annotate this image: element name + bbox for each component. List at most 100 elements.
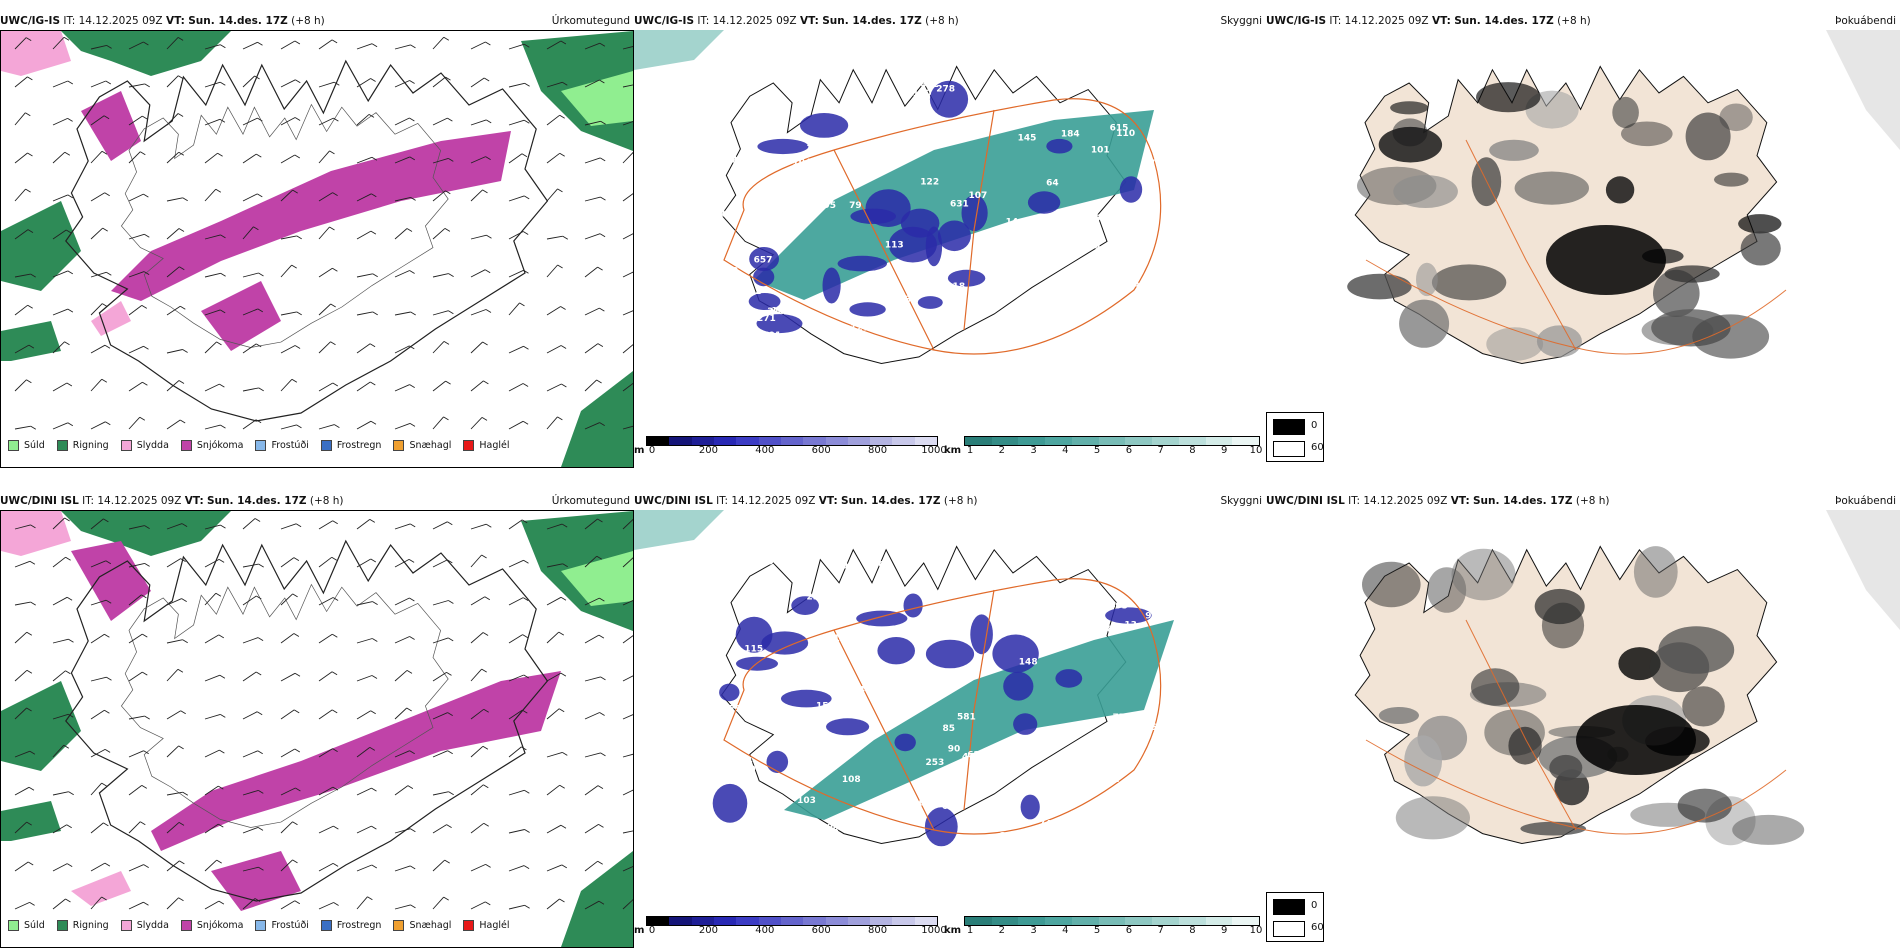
- colorbar-tick: 6: [1125, 925, 1133, 936]
- legend-swatch: [56, 920, 68, 931]
- panel-header: UWC/DINI ISL IT: 14.12.2025 09Z VT: Sun.…: [1266, 495, 1610, 507]
- panel-header: UWC/IG-IS IT: 14.12.2025 09Z VT: Sun. 14…: [1266, 15, 1591, 27]
- cloud-base-label: 115: [744, 644, 763, 654]
- precip-map[interactable]: [0, 30, 634, 468]
- legend-item: Rigning: [56, 440, 109, 451]
- cloud-base-label: 1020: [1123, 780, 1148, 790]
- legend-swatch: [8, 920, 19, 931]
- cloud-base-label: 13: [726, 267, 739, 277]
- fog-legend-label: 0: [1311, 420, 1318, 431]
- fog-legend: 0 60: [1266, 892, 1324, 942]
- cloud-base-label: 127: [850, 324, 869, 334]
- cloud-base-label: 317: [767, 307, 786, 317]
- cloud-base-label: 118: [946, 282, 965, 292]
- cloud-base-label: 253: [926, 758, 945, 768]
- legend-label: Slydda: [136, 920, 169, 931]
- cloud-base-label: 85: [943, 724, 956, 734]
- legend-item: Frostúði: [255, 440, 309, 451]
- cloud-base-label: 23: [1000, 831, 1013, 841]
- cloudbase-colorbar: m 0 200 400 600 800 1000: [634, 436, 947, 458]
- cloud-base-label: 104: [906, 132, 925, 142]
- colorbar-tick: 8: [1189, 925, 1196, 936]
- colorbar-tick: 400: [755, 925, 775, 936]
- cloud-base-label: 42: [886, 157, 899, 167]
- legend-swatch: [120, 920, 132, 931]
- visibility-colorbar: km 1 2 3 4 5 6 7 8 9 10: [944, 436, 1264, 458]
- fog-map[interactable]: [1266, 510, 1900, 910]
- cloud-base-label: 146: [813, 644, 832, 654]
- visibility-unit: km: [944, 445, 962, 456]
- colorbar-tick: 3: [1030, 925, 1037, 936]
- visibility-map[interactable]: 95 101 107 94 92 126 79 108 145 88 186 122 278 631 271…: [634, 30, 1266, 430]
- cloud-base-label: 322: [1101, 775, 1120, 785]
- cloudbase-unit: m: [634, 445, 645, 456]
- panel-title: Skyggni: [1220, 15, 1263, 27]
- visibility-map[interactable]: 132 123 108 77 90 74 92 39 320 134 300 874 338 322 148…: [634, 510, 1266, 910]
- cloud-base-label: 356: [793, 749, 812, 759]
- cloud-base-label: 145: [1018, 133, 1037, 143]
- cloud-base-label: 134: [734, 756, 753, 766]
- cloud-base-label: 782: [1083, 817, 1102, 827]
- fog-legend-swatch: [1273, 899, 1305, 915]
- cloud-base-label: 113: [885, 241, 904, 251]
- cloud-base-label: 103: [797, 796, 816, 806]
- colorbar-tick: 8: [1189, 445, 1196, 456]
- colorbar-tick: 6: [1125, 445, 1133, 456]
- cloud-base-label: 62: [967, 751, 980, 761]
- cloud-base-label: 55: [823, 138, 836, 148]
- precip-map[interactable]: [0, 510, 634, 948]
- fog-panel-bottom: UWC/DINI ISL IT: 14.12.2025 09Z VT: Sun.…: [1266, 492, 1900, 948]
- cloud-base-label: 107: [836, 562, 855, 572]
- colorbar-tick: 2: [998, 445, 1005, 456]
- colorbar-tick: 1: [966, 445, 974, 456]
- cloud-base-label: 495: [1109, 601, 1128, 611]
- cloud-base-label: 615: [1110, 124, 1129, 134]
- cloud-base-label: 125: [758, 341, 777, 351]
- legend-swatch: [393, 440, 405, 451]
- cloud-base-label: 169: [806, 139, 825, 149]
- precip-legend: Súld Rigning Slydda Snjókoma Frostúði Frostre…: [8, 440, 522, 451]
- legend-item: Frostúði: [255, 920, 309, 931]
- cloud-base-label: 105: [970, 101, 989, 111]
- cloud-base-label: 110: [1116, 129, 1135, 139]
- cloud-base-label: 113: [1028, 598, 1047, 608]
- cloud-base-label: 162: [1059, 729, 1078, 739]
- cloud-base-label: 95: [1088, 214, 1101, 224]
- colorbar-tick: 10: [1249, 445, 1263, 456]
- cloud-base-label: 15: [1088, 242, 1101, 252]
- cloud-base-label: 94: [726, 302, 739, 312]
- legend-item: Súld: [8, 440, 45, 451]
- colorbar-tick: 0: [648, 445, 656, 456]
- cloud-base-label: 101: [1091, 146, 1110, 156]
- cloud-base-label: 88: [724, 284, 737, 294]
- cloud-base-label: 612: [920, 80, 939, 90]
- colorbar-tick: 9: [1221, 445, 1228, 456]
- fog-legend: 0 60: [1266, 412, 1324, 462]
- colorbar-tick: 10: [1249, 925, 1263, 936]
- cloud-base-label: 95: [824, 201, 837, 211]
- cloud-base-label: 689: [1101, 625, 1120, 635]
- legend-item: Frostregn: [320, 920, 381, 931]
- cloud-base-label: 122: [743, 287, 762, 297]
- legend-item: Slydda: [120, 920, 169, 931]
- cloud-base-label: 14: [1006, 218, 1019, 228]
- cloud-base-label: 203: [922, 286, 941, 296]
- cloud-base-label: 90: [948, 744, 961, 754]
- legend-label: Snæhagl: [409, 440, 452, 451]
- legend-label: Rigning: [72, 920, 109, 931]
- cloud-base-label: 13: [1124, 620, 1137, 630]
- fog-map[interactable]: [1266, 30, 1900, 430]
- cloud-base-label: 217: [1037, 305, 1056, 315]
- legend-label: Súld: [24, 920, 45, 931]
- cloud-base-label: 806: [763, 342, 782, 352]
- legend-label: Haglél: [479, 440, 510, 451]
- cloud-base-label: 104: [793, 158, 812, 168]
- cloud-base-label: 657: [754, 256, 773, 266]
- cloud-base-label: 118: [820, 826, 839, 836]
- legend-item: Snæhagl: [393, 920, 451, 931]
- cloud-base-label: 278: [936, 84, 955, 94]
- cloud-base-label: 90: [872, 561, 885, 571]
- legend-swatch: [180, 920, 192, 931]
- legend-label: Snæhagl: [409, 920, 452, 931]
- cloud-base-label: 136: [1012, 617, 1031, 627]
